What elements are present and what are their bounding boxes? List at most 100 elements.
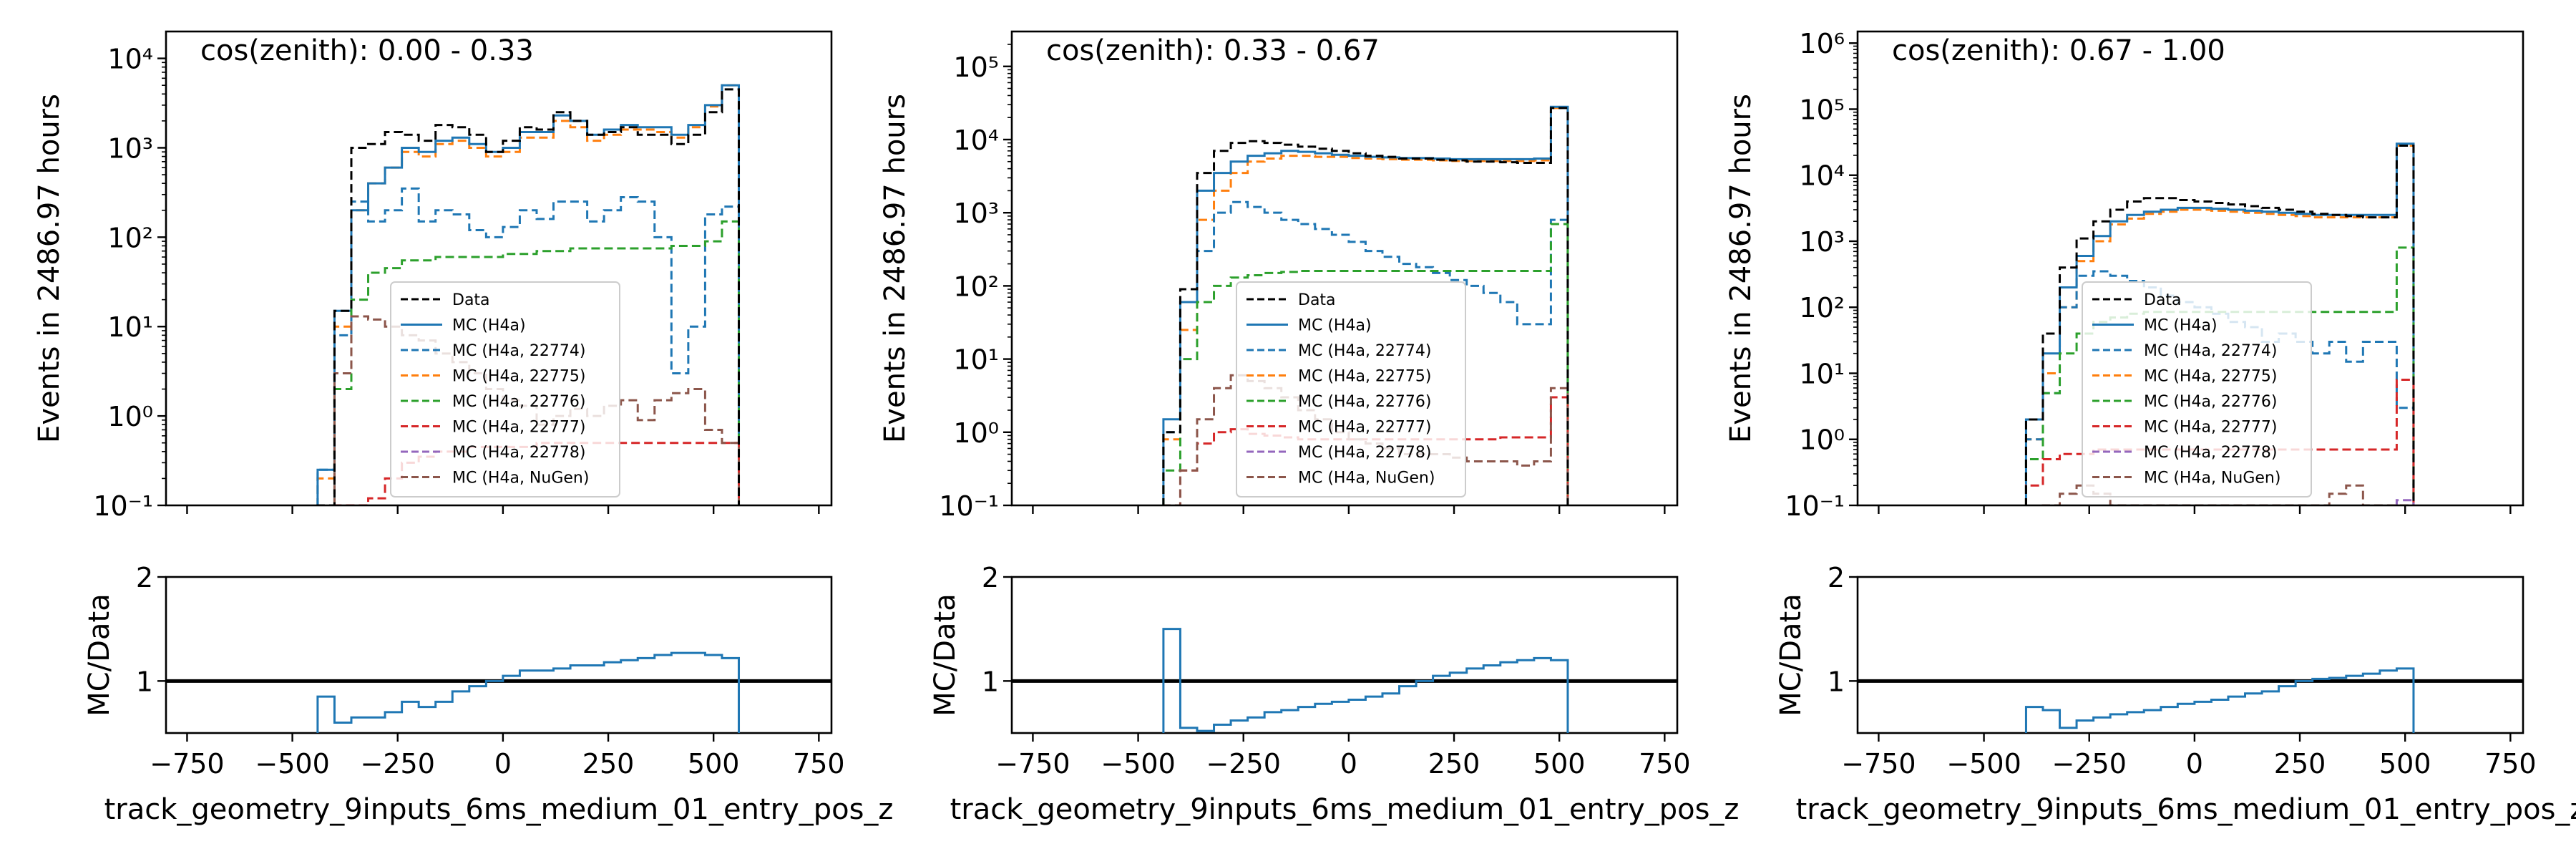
x-tick-label: 500 [1533,748,1586,780]
x-axis-label: track_geometry_9inputs_6ms_medium_01_ent… [950,793,1740,826]
ratio-y-axis-label: MC/Data [929,593,962,716]
legend-label: MC (H4a, 22778) [1298,444,1432,462]
ratio-frame [1856,576,2524,734]
panel-title: cos(zenith): 0.33 - 0.67 [1046,34,1380,67]
x-tick-label: 0 [1340,748,1357,780]
x-axis-label: track_geometry_9inputs_6ms_medium_01_ent… [104,793,894,826]
ratio-y-tick-label: 2 [982,562,999,593]
ratio-y-axis-label: MC/Data [1775,593,1807,716]
series-mc-h4a-22774 [316,187,741,505]
x-tick-label: −750 [1841,748,1916,780]
panel-2: 10⁻¹ 10⁰ 10¹ 10² 10³ 10⁴ 10⁵ −750 −500 −250 0 250 50… [879,30,1740,826]
x-tick-label: 500 [688,748,740,780]
panel-1: 10⁻¹ 10⁰ 10¹ 10² 10³ 10⁴ −750 −500 −250 0 250 500 75… [33,30,894,826]
panel-title: cos(zenith): 0.00 - 0.33 [200,34,534,67]
legend-label: Data [2144,291,2182,309]
series-mc-h4a-22778 [2395,499,2415,505]
y-tick-label: 10⁰ [107,401,153,432]
x-tick-label: 250 [582,748,635,780]
legend-label: MC (H4a, 22777) [1298,419,1432,437]
x-axis-label: track_geometry_9inputs_6ms_medium_01_ent… [1796,793,2576,826]
x-tick-label: 750 [793,748,845,780]
x-tick-label: −250 [1206,748,1281,780]
x-tick-label: 750 [2484,748,2537,780]
legend-label: MC (H4a, 22776) [2144,393,2278,411]
y-axis-label: Events in 2486.97 hours [879,94,912,443]
legend-label: MC (H4a, 22774) [1298,342,1432,360]
series-mc-h4a-22776 [1162,223,1569,505]
legend-label: MC (H4a) [2144,317,2218,335]
y-tick-label: 10⁰ [1799,424,1845,456]
ratio-y-tick-label: 1 [1828,666,1845,697]
series-mc-h4a-22774 [1162,200,1569,505]
y-tick-label: 10⁴ [107,44,153,75]
y-axis-label: Events in 2486.97 hours [1724,94,1757,443]
y-tick-label: 10³ [1799,226,1845,258]
legend-label: MC (H4a, 22777) [2144,419,2278,437]
series-mc-h4a [1162,105,1569,505]
y-tick-label: 10⁴ [953,125,999,156]
x-tick-label: −500 [1101,748,1175,780]
legend-label: MC (H4a, 22776) [452,393,586,411]
y-tick-label: 10⁰ [953,417,999,449]
y-tick-label: 10¹ [953,344,999,376]
x-tick-label: −250 [361,748,435,780]
legend-label: MC (H4a, 22775) [1298,368,1432,386]
legend-label: MC (H4a) [1298,317,1372,335]
legend-label: MC (H4a, 22776) [1298,393,1432,411]
legend-label: Data [1298,291,1336,309]
ratio-y-tick-label: 1 [982,666,999,697]
legend: Data MC (H4a) MC (H4a, 22774) MC (H4a, 2277… [390,281,620,498]
y-tick-label: 10² [107,222,153,253]
legend-label: MC (H4a, 22774) [452,342,586,360]
y-tick-label: 10² [953,271,999,302]
series-mc-h4a-22776 [333,220,741,505]
x-tick-label: 250 [2274,748,2326,780]
plot-frame [1856,30,2524,507]
ratio-y-axis-label: MC/Data [83,593,116,716]
ratio-series [1162,628,1569,733]
legend-label: MC (H4a, NuGen) [2144,470,2280,487]
x-tick-label: −500 [1946,748,2021,780]
y-tick-label: 10² [1799,292,1845,324]
ratio-series [2024,667,2415,733]
y-tick-label: 10⁵ [1799,94,1845,125]
legend: Data MC (H4a) MC (H4a, 22774) MC (H4a, 2277… [1236,281,1466,498]
legend-label: MC (H4a, NuGen) [452,470,589,487]
x-tick-label: −750 [150,748,224,780]
series-data [1162,107,1569,505]
y-tick-label: 10⁻¹ [939,490,999,522]
series-data [2024,144,2415,505]
y-tick-label: 10⁶ [1799,28,1845,59]
y-tick-label: 10³ [953,198,999,229]
y-tick-label: 10⁻¹ [1785,490,1845,522]
legend-label: MC (H4a, 22774) [2144,342,2278,360]
y-tick-label: 10¹ [1799,358,1845,389]
y-axis-label: Events in 2486.97 hours [33,94,66,443]
legend-label: Data [452,291,490,309]
x-tick-label: 750 [1639,748,1691,780]
legend-label: MC (H4a, 22775) [2144,368,2278,386]
legend-label: MC (H4a) [452,317,526,335]
ratio-y-tick-label: 2 [1828,562,1845,593]
series-mc-h4a-22774 [2024,270,2415,505]
ratio-series [316,651,741,733]
legend-label: MC (H4a, 22778) [452,444,586,462]
x-tick-label: 250 [1428,748,1480,780]
y-tick-label: 10⁵ [953,52,999,83]
x-tick-label: −500 [255,748,329,780]
x-tick-label: 0 [2186,748,2203,780]
x-tick-label: −750 [995,748,1070,780]
legend-label: MC (H4a, NuGen) [1298,470,1435,487]
legend-label: MC (H4a, 22778) [2144,444,2278,462]
plot-frame [165,30,833,507]
ratio-frame [165,576,833,734]
x-tick-label: 0 [494,748,512,780]
ratio-frame [1010,576,1679,734]
ratio-y-tick-label: 2 [136,562,153,593]
y-tick-label: 10¹ [107,311,153,343]
legend-label: MC (H4a, 22777) [452,419,586,437]
legend: Data MC (H4a) MC (H4a, 22774) MC (H4a, 2277… [2082,281,2312,498]
ratio-y-tick-label: 1 [136,666,153,697]
